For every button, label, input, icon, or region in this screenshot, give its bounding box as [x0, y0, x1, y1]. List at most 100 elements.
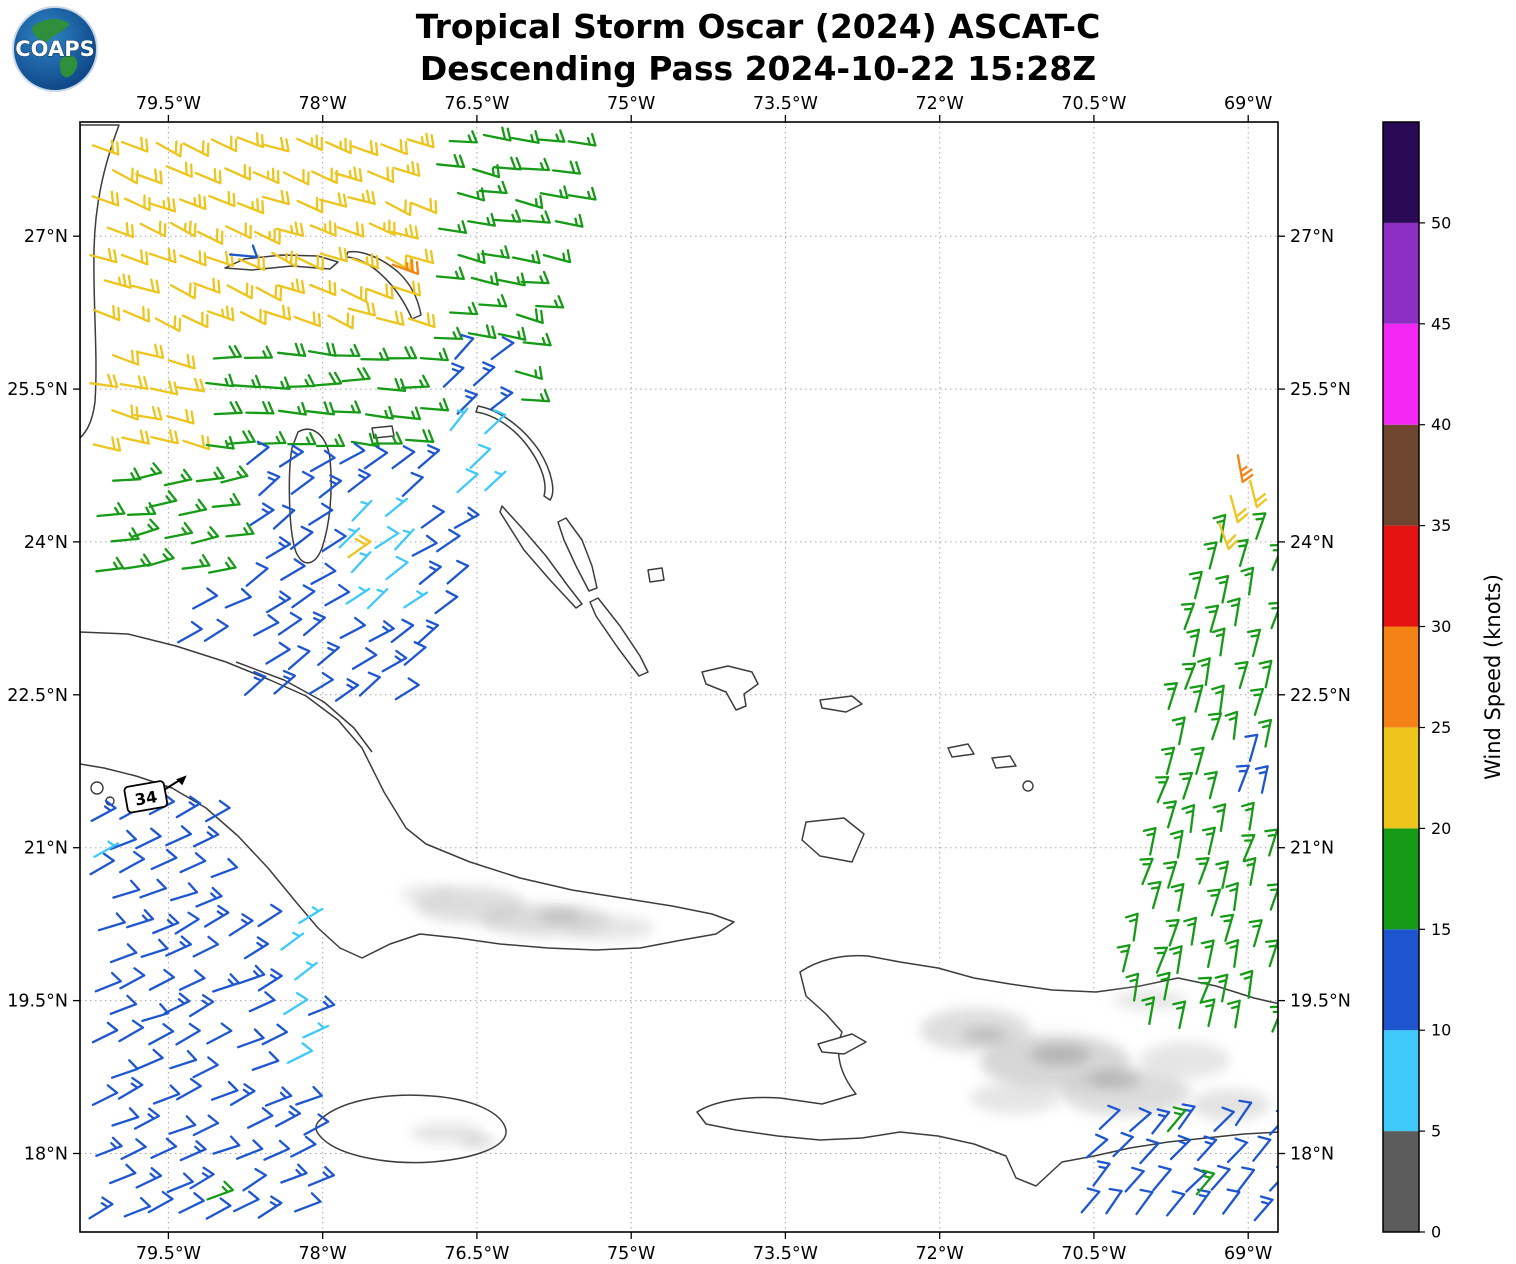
wind-barb [257, 968, 283, 992]
colorbar-tick-label: 25 [1431, 718, 1451, 737]
wind-barb [1226, 1137, 1249, 1164]
wind-barb [95, 556, 125, 573]
wind-barb [1181, 662, 1197, 690]
wind-barb [206, 305, 235, 322]
annotation-arrowhead [176, 775, 187, 786]
wind-barb [89, 247, 118, 264]
wind-barb [1269, 543, 1278, 571]
wind-barb [195, 886, 223, 908]
lat-tick-label-right: 25.5°N [1290, 380, 1351, 400]
wind-barb [1129, 1107, 1152, 1133]
lon-tick-label-bottom: 70.5°W [1061, 1244, 1126, 1264]
wind-barb [196, 228, 224, 245]
wind-barb [278, 444, 304, 468]
colorbar-segment [1383, 424, 1419, 526]
wind-barb [192, 1056, 219, 1079]
wind-barb [283, 991, 309, 1016]
wind-barb [484, 409, 507, 435]
wind-barb [205, 373, 235, 388]
wind-barb [1213, 1106, 1235, 1132]
wind-barb [401, 471, 424, 497]
wind-barb [287, 432, 317, 446]
wind-barb [206, 250, 234, 267]
wind-barb [1201, 826, 1216, 856]
wind-barb [1162, 800, 1177, 829]
wind-barb [433, 326, 464, 341]
wind-barb [1189, 684, 1204, 713]
wind-barb [364, 405, 394, 420]
wind-barb [340, 285, 368, 303]
wind-barb [368, 219, 396, 237]
wind-barb [542, 249, 572, 264]
wind-barb [334, 678, 360, 702]
lon-tick-label-bottom: 69°W [1224, 1244, 1272, 1264]
wind-barb [1185, 1167, 1208, 1193]
wind-barb [1229, 494, 1249, 524]
wind-barb [1241, 801, 1255, 831]
wind-barb [89, 852, 115, 876]
wind-barb [263, 304, 292, 321]
colorbar-tick-label: 10 [1431, 1021, 1451, 1040]
wind-barb [1234, 660, 1249, 690]
wind-barb [520, 157, 551, 172]
wind-barb [205, 1197, 232, 1220]
wind-barb [1170, 882, 1185, 912]
wind-barb [91, 139, 120, 156]
wind-barb [181, 554, 211, 570]
wind-barb [309, 449, 336, 473]
logo-landmass-south [59, 55, 78, 78]
wind-barb [327, 312, 355, 330]
logo-text: COAPS [15, 37, 94, 61]
wind-barb [467, 212, 496, 227]
wind-barb [239, 308, 267, 326]
crooked-acklins [701, 665, 759, 711]
wind-barb [536, 129, 566, 143]
axes: 79.5°W 79.5°W 78°W 78°W 76.5°W 76.5°W 75°W 75°W… [7, 94, 1351, 1264]
wind-barb [248, 991, 276, 1013]
coaps-logo: COAPS [10, 4, 100, 94]
wind-barb [492, 156, 523, 171]
wind-barb [1125, 972, 1140, 1002]
terrain-blob [1112, 990, 1188, 1010]
colorbar-tick-label: 5 [1431, 1122, 1441, 1141]
figure-title: Tropical Storm Oscar (2024) ASCAT-C Desc… [0, 6, 1516, 90]
great-inagua [801, 817, 865, 863]
annotation-label: 34 [133, 787, 158, 810]
wind-barb [192, 935, 220, 958]
jamaica [315, 1094, 507, 1164]
wind-barb [237, 254, 266, 271]
wind-barb [135, 1167, 163, 1189]
wind-barb [1240, 566, 1255, 596]
wind-barb [195, 466, 225, 483]
wind-barb [126, 501, 157, 516]
wind-barb [1142, 826, 1157, 856]
wind-barb [1085, 1133, 1109, 1159]
wind-barb [497, 326, 527, 341]
terrain-blob [1190, 1089, 1270, 1121]
wind-barb [360, 347, 390, 361]
wind-barb [480, 245, 510, 259]
wind-barb [247, 1107, 274, 1129]
wind-barb [363, 445, 389, 470]
wind-barb [109, 943, 138, 964]
wind-barb [403, 641, 427, 666]
wind-barb [212, 1135, 241, 1155]
wind-barb [514, 365, 543, 380]
wind-barb [123, 194, 151, 212]
wind-barb [321, 528, 347, 553]
wind-barb [535, 295, 565, 309]
wind-barb [345, 586, 371, 605]
wind-barb [515, 308, 544, 325]
wind-barb [1227, 999, 1241, 1029]
wind-barb [324, 583, 351, 607]
wind-barb [91, 1021, 119, 1044]
colorbar-tick-label: 45 [1431, 314, 1451, 333]
wind-barb [307, 1165, 336, 1187]
terrain-blob [1089, 1071, 1141, 1089]
wind-barb [1258, 659, 1273, 689]
wind-barb [338, 527, 361, 549]
wind-barb [150, 848, 178, 871]
wind-barb [347, 468, 372, 493]
wind-barb [1181, 804, 1196, 834]
wind-barb [515, 194, 544, 210]
